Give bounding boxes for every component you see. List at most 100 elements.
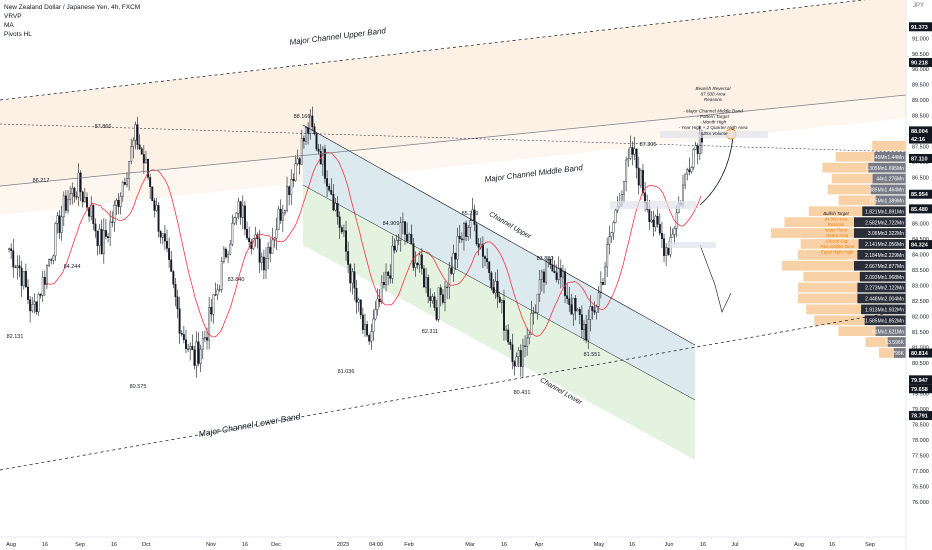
price-tag-bg [909, 189, 932, 199]
candle [374, 309, 377, 320]
candle [658, 224, 661, 234]
candle [138, 144, 141, 149]
reversal-note-line: Bearish Reversal [696, 86, 732, 91]
candle [338, 216, 341, 228]
candle [481, 243, 484, 257]
candle [294, 163, 297, 181]
candle [467, 227, 470, 237]
candle [435, 307, 438, 320]
pivot-label: 83.880 [537, 256, 554, 262]
candle [420, 254, 423, 269]
volume-bar [814, 315, 906, 326]
candle [262, 256, 265, 271]
target-note-line: - Retest Area [824, 233, 849, 238]
target-note-line: 84.950 Area [825, 217, 848, 222]
volume-bar-label: 2.093Mn1.968Mn [865, 275, 904, 281]
candle [416, 262, 419, 266]
candle [96, 230, 99, 246]
pivot-label: 81.551 [584, 352, 601, 358]
volume-bar-label: 13.596K [885, 340, 904, 346]
candle [561, 271, 564, 278]
x-tick-label: 2023 [337, 542, 349, 548]
major-channel-lower-label: Major Channel Lower Band [198, 411, 301, 439]
candle [267, 246, 270, 259]
x-tick-label: Sep [865, 542, 875, 548]
volume-bar-label-bg [893, 348, 906, 358]
candle [132, 140, 135, 147]
reversal-note-line: 87.500 Area [701, 92, 726, 97]
indicator-ma[interactable]: MA [4, 22, 14, 29]
candle [67, 199, 69, 211]
candle [107, 236, 109, 238]
volume-bar [806, 304, 906, 315]
candle [404, 221, 406, 235]
candle [46, 265, 48, 285]
pivot-label: 84.244 [64, 264, 81, 270]
candle [258, 238, 261, 263]
candle [41, 277, 44, 296]
candle [633, 148, 636, 155]
volume-bar [798, 250, 906, 260]
candle [296, 158, 299, 164]
major-channel-upper-zone [0, 0, 906, 186]
candle [208, 307, 211, 341]
candle [450, 267, 453, 274]
volume-bar-label-bg [854, 217, 906, 227]
price-tag-label: 79.658 [911, 387, 928, 393]
candle [222, 248, 225, 262]
candle [113, 204, 116, 223]
channel-upper-zone [303, 125, 695, 400]
candle [656, 215, 659, 225]
candle [591, 306, 594, 311]
y-tick-label: 90.500 [912, 52, 929, 58]
candle [547, 259, 550, 262]
candle [153, 200, 156, 211]
candle [20, 267, 23, 286]
candle [191, 345, 194, 351]
y-tick-label: 82.500 [912, 299, 929, 305]
volume-bar-label-bg [868, 162, 906, 173]
volume-bar [865, 337, 906, 347]
pivot-label: 87.866 [95, 124, 112, 130]
candle [650, 219, 653, 222]
candle [465, 222, 468, 237]
candle [639, 170, 642, 186]
price-tag-bg [909, 375, 932, 385]
candle [692, 149, 695, 168]
candle [8, 248, 11, 250]
currency-label: JPY [913, 3, 925, 9]
candle [538, 279, 541, 295]
candle [246, 229, 248, 239]
indicator-vrvp[interactable]: VRVP [4, 13, 22, 20]
candle [130, 146, 133, 162]
pivot-label: 82.131 [7, 334, 24, 340]
candle [555, 272, 558, 281]
candle [389, 275, 392, 279]
candle [248, 237, 251, 243]
candle [176, 296, 179, 309]
candle [458, 235, 461, 239]
volume-bar-label: 3.06Mn3.322Mn [868, 231, 904, 237]
candle [231, 222, 234, 245]
candle [494, 281, 497, 293]
candle [484, 256, 486, 259]
volume-bar [771, 228, 906, 238]
indicator-pivots[interactable]: Pivots HL [4, 31, 32, 38]
candle [583, 324, 585, 331]
candle [448, 267, 451, 288]
candle [157, 205, 160, 232]
y-tick-label: 81.000 [912, 345, 929, 351]
candle [149, 177, 152, 187]
candle [336, 203, 339, 217]
volume-bar-label: 2.184Mn2.229Mn [865, 253, 904, 259]
candle [475, 224, 478, 244]
candle [387, 271, 390, 276]
candle [220, 261, 223, 290]
candle [690, 167, 693, 172]
volume-bar [827, 184, 906, 195]
candle [441, 294, 444, 303]
candle [166, 241, 168, 249]
candle [612, 222, 615, 233]
candle [180, 332, 183, 335]
